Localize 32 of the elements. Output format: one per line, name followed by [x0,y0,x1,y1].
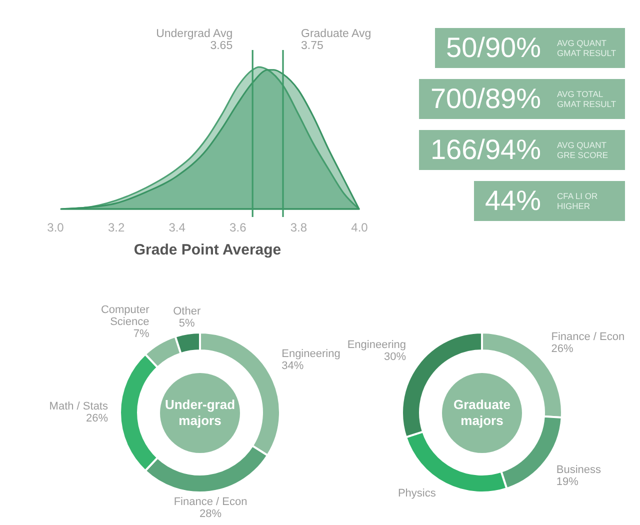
text: Under-grad majors [164,396,236,428]
ref-line-label: Graduate Avg 3.75 [301,28,372,52]
x-tick-label: 3.4 [168,220,186,234]
x-tick-label: 3.6 [230,220,247,234]
slice-label: Physics [398,487,436,500]
slice-label: Finance / Econ [551,331,625,343]
stat-card: 50/90% AVG QUANT GMAT RESULT [435,28,625,68]
data-label: 34% [282,360,304,372]
text: Graduate majors [452,396,512,428]
x-tick-label: 3.2 [108,220,125,234]
slice-label: Math / Stats [49,400,108,412]
stat-card: 700/89% AVG TOTAL GMAT RESULT [419,79,625,119]
slice-label: Computer Science [100,304,150,328]
x-axis-title: Grade Point Average [134,242,282,258]
slice-label: Engineering [347,339,406,352]
data-label: 30% [384,351,406,364]
stat-card: 44% CFA LI OR HIGHER [474,181,625,221]
data-label: 26% [551,343,574,355]
ref-line-label: Undergrad Avg 3.65 [156,28,233,52]
slice-label: Engineering [282,348,340,360]
x-tick-label: 3.8 [290,220,308,234]
slice-label: Business [556,464,602,476]
x-tick-label: 4.0 [351,220,368,234]
data-label: 5% [178,318,196,330]
slice-label: Other [173,306,201,318]
x-tick-label: 3.0 [47,220,64,234]
data-label: 19% [556,476,579,488]
slice-label: Finance / Econ [174,496,248,508]
data-label: 28% [200,508,222,520]
data-label: 7% [133,328,150,340]
data-label: 26% [86,412,108,424]
stat-card: 166/94% AVG QUANT GRE SCORE [419,130,625,170]
